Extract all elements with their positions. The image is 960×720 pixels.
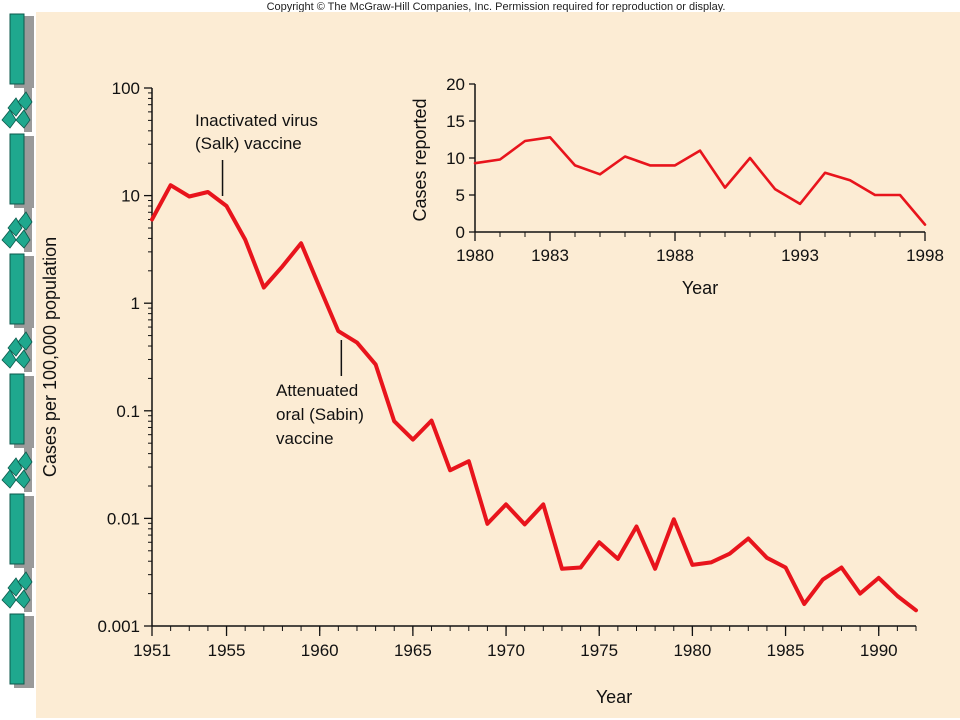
main-series-line — [150, 183, 918, 613]
sabin-annotation-text: oral (Sabin) — [276, 405, 364, 424]
inset-chart: 0 5 10 15 20 1980 1983 1988 1993 1998 Year Cases re… — [410, 75, 944, 298]
sidebar-block — [9, 133, 25, 205]
chart-panel: 0.001 0.01 0.1 1 10 100 1951 1955 1960 1965 1970 19… — [36, 12, 960, 718]
leaf-icon-bar — [24, 448, 32, 492]
main-y-tick-label: 0.001 — [97, 617, 140, 636]
sidebar-decoration — [0, 12, 36, 720]
inset-x-tick-label: 1980 — [456, 246, 494, 265]
leaf-icon-petal — [15, 589, 31, 609]
main-x-tick-label: 1975 — [580, 641, 618, 660]
leaf-icon — [1, 448, 33, 492]
main-x-tick-label: 1951 — [133, 641, 171, 660]
inset-y-tick-label: 10 — [446, 149, 465, 168]
leaf-icon-bar — [24, 208, 32, 252]
inset-x-tick-label: 1993 — [781, 246, 819, 265]
main-x-tick-label: 1990 — [860, 641, 898, 660]
inset-y-tick-label: 0 — [456, 223, 465, 242]
sidebar-block — [9, 253, 25, 325]
leaf-icon-petal — [17, 331, 33, 351]
main-x-tick-label: 1980 — [673, 641, 711, 660]
leaf-icon-petal — [15, 349, 31, 369]
salk-annotation-text: Inactivated virus — [195, 111, 318, 130]
main-y-tick-label: 0.01 — [107, 509, 140, 528]
main-x-tick-label: 1960 — [301, 641, 339, 660]
sidebar-block — [9, 373, 25, 445]
main-x-tick-label: 1970 — [487, 641, 525, 660]
main-y-axis-title: Cases per 100,000 population — [40, 237, 60, 477]
inset-x-axis-title: Year — [682, 278, 718, 298]
main-y-tick-label: 1 — [131, 294, 140, 313]
main-y-tick-label: 10 — [121, 187, 140, 206]
salk-annotation-text: (Salk) vaccine — [195, 134, 302, 153]
leaf-icon-petal — [15, 469, 31, 489]
main-x-axis-title: Year — [596, 687, 632, 707]
inset-y-tick-label: 20 — [446, 75, 465, 94]
inset-x-tick-label: 1988 — [656, 246, 694, 265]
inset-x-tick-label: 1983 — [531, 246, 569, 265]
main-x-tick-label: 1965 — [394, 641, 432, 660]
leaf-icon — [1, 568, 33, 612]
leaf-icon-petal — [15, 229, 31, 249]
main-y-tick-label: 100 — [112, 79, 140, 98]
sabin-annotation-text: vaccine — [276, 429, 334, 448]
copyright-notice: Copyright © The McGraw-Hill Companies, I… — [266, 1, 726, 13]
leaf-icon-petal — [15, 109, 31, 129]
leaf-icon — [1, 208, 33, 252]
inset-y-tick-label: 5 — [456, 186, 465, 205]
leaf-icon — [1, 88, 33, 132]
leaf-icon-petal — [17, 91, 33, 111]
inset-x-tick-label: 1998 — [906, 246, 944, 265]
leaf-icon-bar — [24, 88, 32, 132]
leaf-icon-petal — [17, 451, 33, 471]
sidebar-block — [9, 13, 25, 85]
leaf-icon-bar — [24, 568, 32, 612]
main-x-tick-label: 1985 — [767, 641, 805, 660]
leaf-icon-petal — [17, 571, 33, 591]
leaf-icon — [1, 328, 33, 372]
sidebar-block — [9, 613, 25, 685]
inset-y-tick-label: 15 — [446, 112, 465, 131]
main-x-tick-label: 1955 — [208, 641, 246, 660]
main-y-tick-label: 0.1 — [116, 402, 140, 421]
leaf-icon-petal — [17, 211, 33, 231]
leaf-icon-bar — [24, 328, 32, 372]
inset-y-axis-title: Cases reported — [410, 98, 430, 221]
inset-series-line — [473, 136, 927, 226]
sabin-annotation-text: Attenuated — [276, 381, 358, 400]
sidebar-block — [9, 493, 25, 565]
